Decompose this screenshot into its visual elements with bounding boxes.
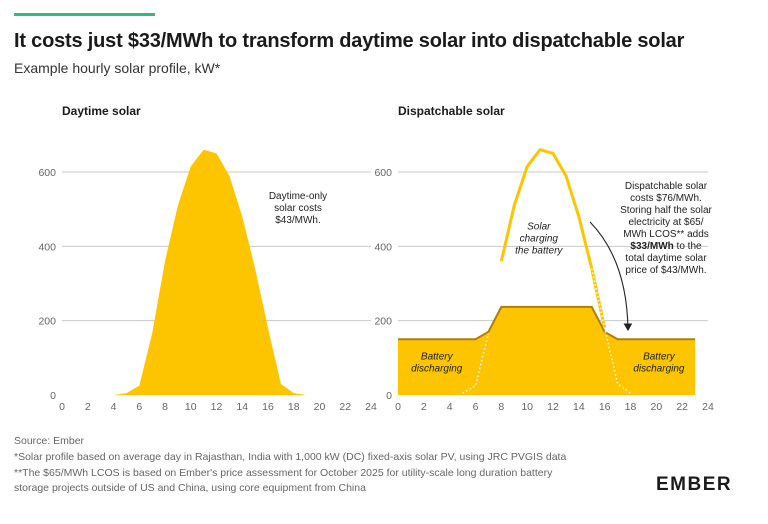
footer-note-3: storage projects outside of US and China… <box>14 482 366 494</box>
daytime-cost-annotation-line: Daytime-only <box>269 191 327 202</box>
accent-bar <box>14 13 155 16</box>
annotation-line: electricity at $65/ <box>628 217 703 228</box>
panel-title-dispatchable: Dispatchable solar <box>398 104 505 118</box>
x-tick-label: 14 <box>236 401 248 413</box>
solar-line-under-battery-left <box>462 333 490 394</box>
daytime-cost-annotation-line: $43/MWh. <box>275 215 321 226</box>
x-tick-label: 10 <box>521 401 533 413</box>
x-tick-label: 20 <box>314 401 326 413</box>
x-tick-label: 22 <box>339 401 351 413</box>
y-tick-label: 600 <box>38 167 56 179</box>
x-tick-label: 8 <box>162 401 168 413</box>
x-tick-label: 16 <box>262 401 274 413</box>
x-tick-label: 12 <box>211 401 223 413</box>
annotation-bold: $33/MWh <box>630 241 673 252</box>
battery-discharging-label-right-line: discharging <box>633 364 685 375</box>
annotation-arrow <box>589 221 633 332</box>
annotation-line: Storing half the solar <box>620 205 712 216</box>
x-tick-label: 10 <box>185 401 197 413</box>
x-tick-label: 24 <box>365 401 377 413</box>
battery-discharging-label-right: Battery discharging <box>633 352 685 375</box>
x-tick-label: 24 <box>702 401 714 413</box>
x-tick-label: 0 <box>59 401 65 413</box>
x-tick-label: 14 <box>573 401 585 413</box>
x-tick-label: 18 <box>625 401 637 413</box>
x-tick-label: 4 <box>111 401 117 413</box>
solar-charging-label-line: charging <box>520 234 559 245</box>
x-tick-label: 12 <box>547 401 559 413</box>
dispatchable-cost-annotation: Dispatchable solar costs $76/MWh. Storing … <box>620 181 712 276</box>
ember-logo: EMBER <box>656 474 733 495</box>
solar-line <box>499 148 607 329</box>
x-tick-label: 2 <box>421 401 427 413</box>
solar-charging-label-line: the battery <box>515 246 563 257</box>
y-tick-label: 400 <box>374 241 392 253</box>
battery-line <box>398 305 696 341</box>
x-tick-label: 16 <box>599 401 611 413</box>
footer-source: Source: Ember <box>14 435 85 447</box>
battery-discharging-label-left: Battery discharging <box>411 352 463 375</box>
annotation-line: Dispatchable solar <box>625 181 708 192</box>
x-tick-label: 6 <box>473 401 479 413</box>
x-tick-label: 22 <box>676 401 688 413</box>
y-tick-label: 200 <box>38 316 56 328</box>
page-subtitle: Example hourly solar profile, kW* <box>14 60 221 76</box>
solar-area <box>62 149 359 395</box>
y-tick-label: 400 <box>38 241 56 253</box>
battery-discharging-label-left-line: Battery <box>421 352 454 363</box>
x-tick-label: 0 <box>395 401 401 413</box>
solar-line-under-battery-right <box>591 268 631 394</box>
annotation-line: costs $76/MWh. <box>630 193 702 204</box>
annotation-line: $33/MWh to the <box>630 241 702 252</box>
y-tick-label: 0 <box>386 390 392 402</box>
panel-title-daytime: Daytime solar <box>62 104 141 118</box>
x-tick-label: 6 <box>136 401 142 413</box>
daytime-cost-annotation-line: solar costs <box>274 203 322 214</box>
x-tick-label: 2 <box>85 401 91 413</box>
x-tick-label: 20 <box>650 401 662 413</box>
daytime-cost-annotation: Daytime-only solar costs $43/MWh. <box>269 191 327 226</box>
battery-area <box>398 306 696 395</box>
y-tick-label: 0 <box>50 390 56 402</box>
solar-charging-label-line: Solar <box>527 222 551 233</box>
annotation-line: price of $43/MWh. <box>625 265 706 276</box>
footer-note-2: **The $65/MWh LCOS is based on Ember's p… <box>14 467 553 479</box>
x-tick-label: 18 <box>288 401 300 413</box>
battery-discharging-label-left-line: discharging <box>411 364 463 375</box>
solar-charging-label: Solar charging the battery <box>515 222 563 257</box>
x-tick-label: 4 <box>447 401 453 413</box>
x-tick-label: 8 <box>498 401 504 413</box>
footer-note-1: *Solar profile based on average day in R… <box>14 451 567 463</box>
page-title: It costs just $33/MWh to transform dayti… <box>14 30 685 52</box>
battery-discharging-label-right-line: Battery <box>643 352 676 363</box>
y-tick-label: 600 <box>374 167 392 179</box>
y-tick-label: 200 <box>374 316 392 328</box>
annotation-line: total daytime solar <box>625 253 707 264</box>
annotation-line: MWh LCOS** adds <box>623 229 709 240</box>
